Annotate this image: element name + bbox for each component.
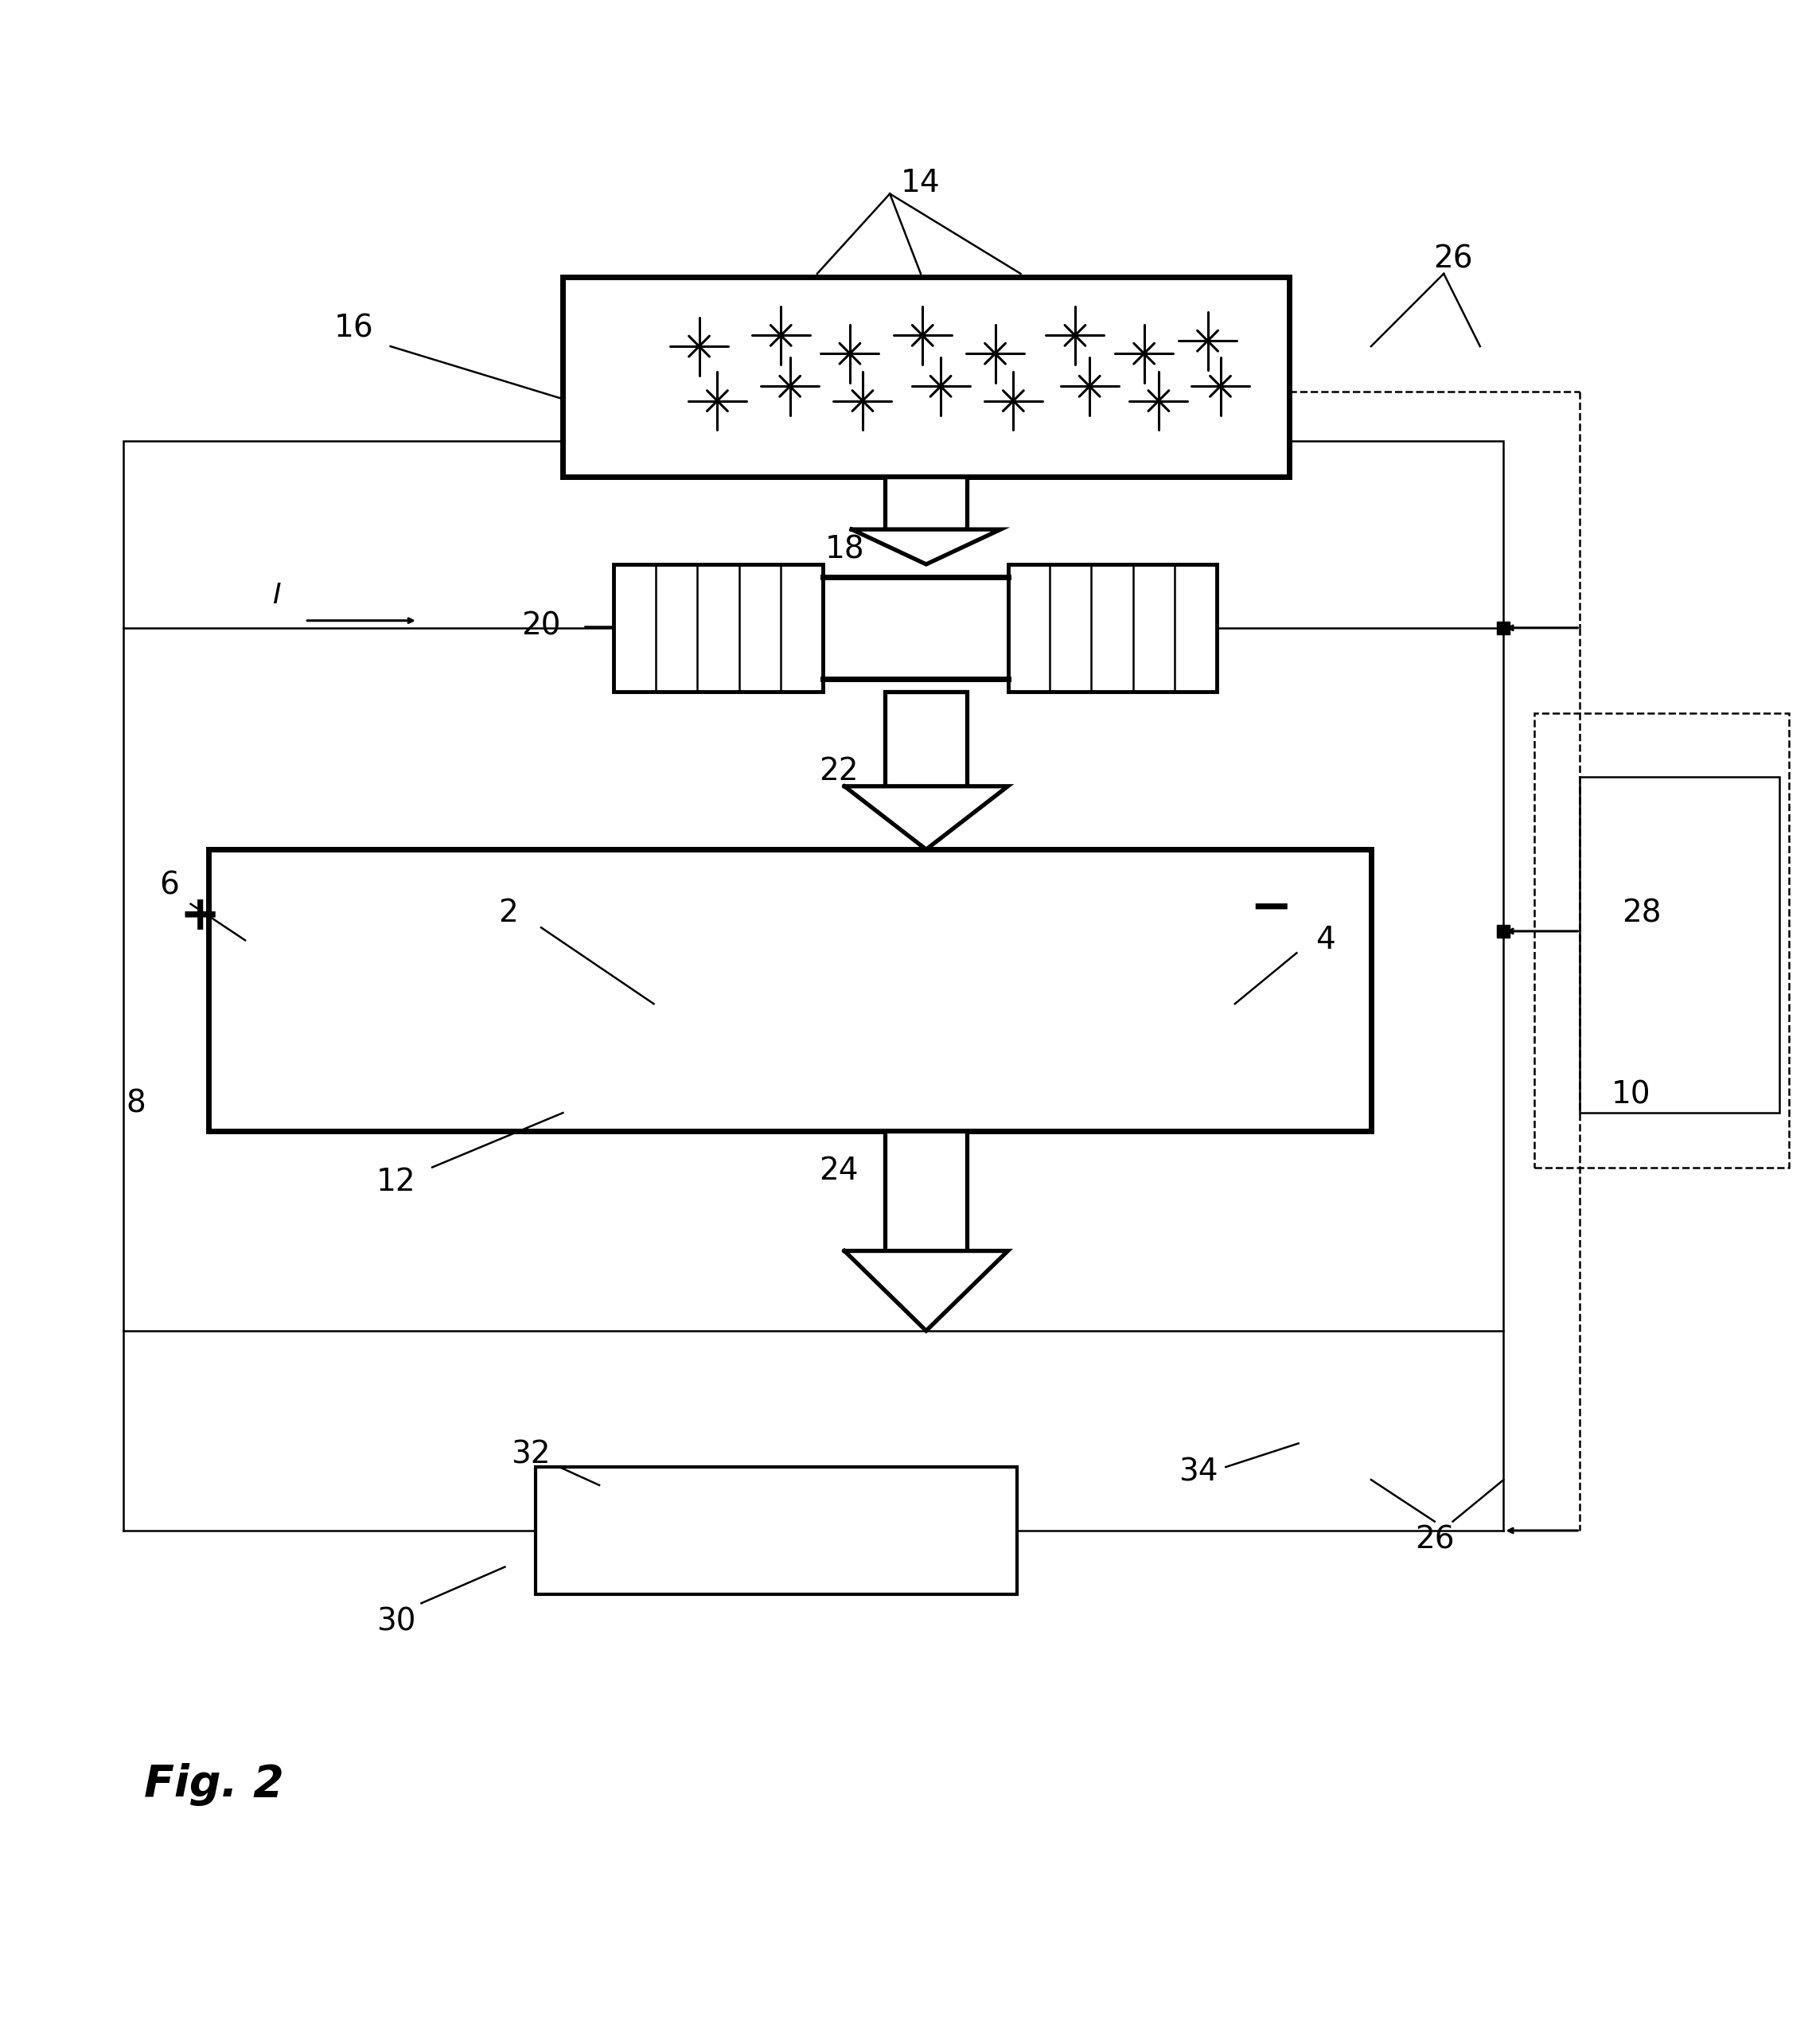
Text: Fig. 2: Fig. 2 — [143, 1764, 285, 1807]
Bar — [209, 850, 1371, 1130]
Text: 20: 20 — [1042, 611, 1082, 642]
Text: 20: 20 — [521, 611, 561, 642]
Text: 14: 14 — [901, 168, 941, 198]
Text: 26: 26 — [1433, 243, 1473, 274]
Text: 12: 12 — [376, 1167, 416, 1198]
Bar — [1580, 777, 1780, 1112]
Bar — [563, 278, 1289, 476]
Polygon shape — [852, 529, 1001, 564]
Text: 24: 24 — [819, 1155, 859, 1186]
Text: 22: 22 — [819, 756, 859, 787]
Text: 18: 18 — [824, 536, 864, 564]
Text: −: − — [1249, 883, 1293, 932]
Text: 34: 34 — [1179, 1457, 1219, 1488]
Text: +: + — [180, 893, 220, 940]
Text: 10: 10 — [1611, 1079, 1651, 1110]
Text: 30: 30 — [376, 1607, 416, 1637]
Text: 16: 16 — [334, 313, 374, 343]
Text: 32: 32 — [510, 1439, 550, 1470]
Text: 28: 28 — [1622, 897, 1662, 928]
Text: I: I — [272, 583, 280, 609]
Text: 2: 2 — [499, 897, 518, 928]
Bar — [123, 442, 1504, 1331]
Text: 26: 26 — [1415, 1525, 1455, 1555]
Text: 6: 6 — [160, 871, 178, 901]
Polygon shape — [844, 1251, 1008, 1331]
Bar — [884, 691, 966, 787]
Polygon shape — [844, 787, 1008, 850]
Bar — [884, 1130, 966, 1251]
Bar — [884, 476, 966, 529]
Text: 4: 4 — [1317, 926, 1335, 955]
Bar — [1535, 713, 1789, 1167]
Bar — [1008, 564, 1217, 691]
Bar — [536, 1468, 1017, 1594]
Text: 8: 8 — [127, 1089, 145, 1118]
Bar — [614, 564, 823, 691]
